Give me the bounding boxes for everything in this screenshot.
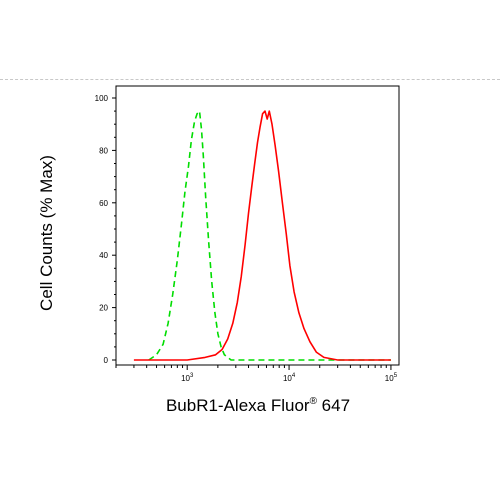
y-tick-label: 100 — [95, 94, 109, 103]
x-axis-title-sup: ® — [310, 396, 318, 407]
x-axis-title: BubR1-Alexa Fluor® 647 — [166, 396, 350, 415]
x-axis: 103 104 105 — [115, 365, 398, 383]
x-axis-title-main: BubR1-Alexa Fluor — [166, 396, 310, 415]
series-red-solid — [133, 110, 391, 361]
y-tick-label: 0 — [104, 356, 109, 365]
y-axis: 0 20 40 60 80 100 — [95, 94, 116, 365]
x-tick-label: 105 — [385, 373, 398, 383]
x-tick-label: 104 — [283, 373, 296, 383]
y-tick-label: 60 — [99, 199, 108, 208]
x-axis-title-tail: 647 — [317, 396, 350, 415]
y-axis-title: Cell Counts (% Max) — [37, 155, 56, 311]
series-green-dashed — [148, 110, 391, 361]
y-tick-label: 40 — [99, 251, 108, 260]
top-divider — [0, 79, 500, 80]
series-layer — [133, 110, 391, 361]
plot-frame — [115, 85, 400, 366]
x-tick-label: 103 — [181, 373, 194, 383]
y-tick-label: 20 — [99, 304, 108, 313]
y-tick-label: 80 — [99, 146, 108, 155]
